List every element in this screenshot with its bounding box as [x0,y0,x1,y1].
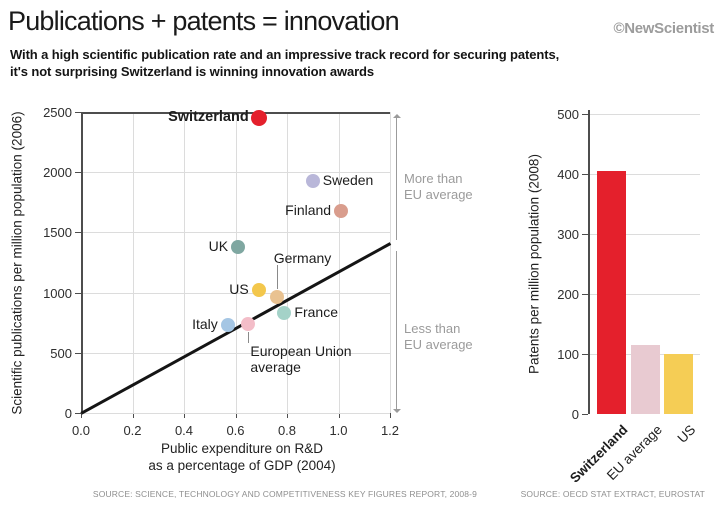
bar-gridline-h [588,114,700,115]
bar-y-tick-label: 300 [557,227,579,242]
bar-category-label: US [674,422,699,446]
scatter-x-tick [287,413,288,418]
scatter-point-label: US [229,281,249,298]
scatter-y-axis-label: Scientific publications per million popu… [9,111,25,415]
scatter-x-tick [132,413,134,418]
more-than-eu-annotation: More than EU average [404,171,473,202]
scatter-x-tick [184,413,185,418]
label-connector [276,265,278,290]
bar-y-axis-label: Patents per million population (2008) [526,154,542,374]
scatter-gridline-h [81,352,390,354]
scatter-x-tick [81,413,82,418]
scatter-point-label: Germany [273,250,332,267]
bar-y-tick-label: 0 [571,407,579,422]
bar-y-tick-label: 200 [557,287,579,302]
scatter-y-tick [75,232,81,234]
scatter-y-tick [75,352,81,354]
bar-y-tick [582,174,588,175]
scatter-x-axis-label-line2: as a percentage of GDP (2004) [148,458,336,473]
scatter-point-italy [220,318,235,333]
scatter-point-uk [231,240,246,255]
scatter-gridline-h [81,172,390,174]
scatter-point-us [251,283,266,298]
bar-source: SOURCE: OECD STAT EXTRACT, EUROSTAT [520,489,705,499]
scatter-point-switzerland [250,110,267,127]
bar-gridline-h [588,174,700,175]
bar-gridline-h [588,294,700,295]
scatter-point-sweden [305,174,320,189]
label-connector [248,331,250,343]
more-than-eu-arrow [392,114,401,240]
scatter-gridline-v [390,112,391,413]
bar-y-tick-label: 500 [557,107,579,122]
scatter-gridline-v [235,112,237,413]
scatter-y-tick [75,292,81,294]
scatter-gridline-v [287,112,288,413]
bar-y-tick [582,234,588,235]
scatter-gridline-v [338,112,340,413]
scatter-x-tick-label: 0.4 [174,423,194,438]
scatter-source: SOURCE: SCIENCE, TECHNOLOGY AND COMPETIT… [92,489,477,499]
scatter-gridline-h [81,292,390,294]
page-title: Publications + patents = innovation [8,6,400,36]
scatter-point-label: Switzerland [168,109,249,126]
bar-y-tick [582,414,588,415]
bar-y-axis [588,110,590,414]
subtitle: With a high scientific publication rate … [10,47,559,80]
bar-y-tick [582,114,588,115]
scatter-x-tick [235,413,237,418]
scatter-point-finland [334,204,349,219]
scatter-x-tick-label: 0.0 [71,423,91,438]
scatter-point-label: France [294,304,338,321]
scatter-point-france [277,306,292,321]
scatter-point-label: Finland [285,202,332,219]
scatter-gridline-v [184,112,185,413]
scatter-y-tick [75,172,81,174]
bar-y-tick-label: 400 [557,167,579,182]
scatter-point-germany [269,290,284,305]
scatter-gridline-h [81,413,390,414]
scatter-point-label: European Union average [250,342,352,375]
scatter-y-tick-label: 500 [50,345,72,361]
scatter-x-tick-label: 0.8 [277,423,297,438]
bar-y-tick-label: 100 [557,347,579,362]
scatter-point-label: Sweden [322,172,374,189]
scatter-y-tick-label: 1000 [43,285,72,301]
less-than-eu-annotation: Less than EU average [404,321,473,352]
scatter-gridline-v [132,112,134,413]
bar-switzerland [597,171,626,414]
bar-eu-average [630,345,660,414]
scatter-x-tick [338,413,340,418]
scatter-x-tick-label: 1.2 [380,423,400,438]
bar-y-tick [582,294,588,295]
scatter-point-european-union-average [241,316,256,331]
bar-gridline-h [588,234,700,235]
scatter-y-tick-label: 2500 [43,105,72,120]
scatter-x-axis-label-line1: Public expenditure on R&D [160,441,324,456]
scatter-x-tick-label: 0.2 [123,423,142,438]
scatter-x-tick-label: 1.0 [329,423,348,438]
scatter-y-tick-label: 0 [64,406,72,421]
scatter-x-tick [390,413,391,418]
scatter-y-tick [75,112,81,113]
scatter-gridline-h [81,112,390,114]
less-than-eu-arrow [392,251,401,413]
scatter-y-tick [75,413,81,414]
subtitle-line-1: With a high scientific publication rate … [10,47,560,62]
newscientist-copyright: ©NewScientist [613,20,714,37]
subtitle-line-2: it's not surprising Switzerland is winni… [10,63,375,79]
bar-us [664,354,693,414]
scatter-point-label: UK [208,238,229,255]
scatter-gridline-h [81,232,390,234]
bar-y-tick [582,354,588,355]
scatter-y-tick-label: 2000 [43,165,72,181]
scatter-point-label: Italy [192,316,218,333]
scatter-x-tick-label: 0.6 [226,423,245,438]
scatter-y-tick-label: 1500 [43,225,72,241]
scatter-y-axis [81,112,83,413]
